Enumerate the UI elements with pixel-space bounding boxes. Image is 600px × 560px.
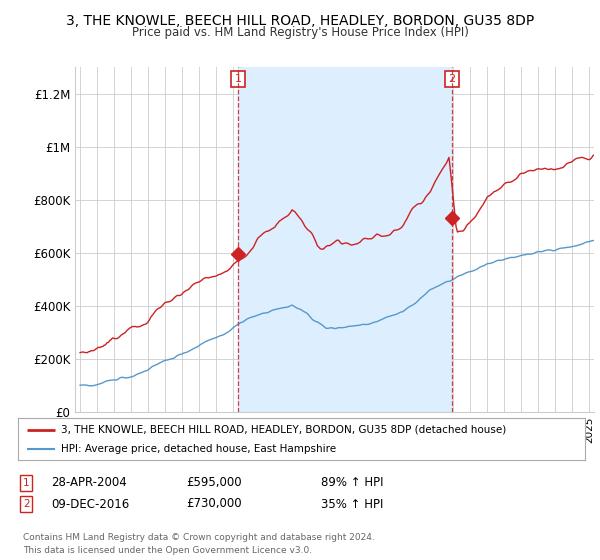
Text: 09-DEC-2016: 09-DEC-2016 (51, 497, 129, 511)
Text: 35% ↑ HPI: 35% ↑ HPI (321, 497, 383, 511)
Text: 89% ↑ HPI: 89% ↑ HPI (321, 476, 383, 489)
Text: 3, THE KNOWLE, BEECH HILL ROAD, HEADLEY, BORDON, GU35 8DP (detached house): 3, THE KNOWLE, BEECH HILL ROAD, HEADLEY,… (61, 424, 506, 435)
Text: 3, THE KNOWLE, BEECH HILL ROAD, HEADLEY, BORDON, GU35 8DP: 3, THE KNOWLE, BEECH HILL ROAD, HEADLEY,… (66, 14, 534, 28)
Text: Price paid vs. HM Land Registry's House Price Index (HPI): Price paid vs. HM Land Registry's House … (131, 26, 469, 39)
Bar (238, 67, 452, 412)
Text: Contains HM Land Registry data © Crown copyright and database right 2024.
This d: Contains HM Land Registry data © Crown c… (23, 533, 374, 554)
Text: 2: 2 (448, 74, 455, 84)
Text: HPI: Average price, detached house, East Hampshire: HPI: Average price, detached house, East… (61, 444, 335, 454)
Text: 28-APR-2004: 28-APR-2004 (51, 476, 127, 489)
Text: £595,000: £595,000 (186, 476, 242, 489)
Text: 1: 1 (235, 74, 242, 84)
Text: £730,000: £730,000 (186, 497, 242, 511)
Text: 2: 2 (23, 499, 29, 509)
Text: 1: 1 (23, 478, 29, 488)
